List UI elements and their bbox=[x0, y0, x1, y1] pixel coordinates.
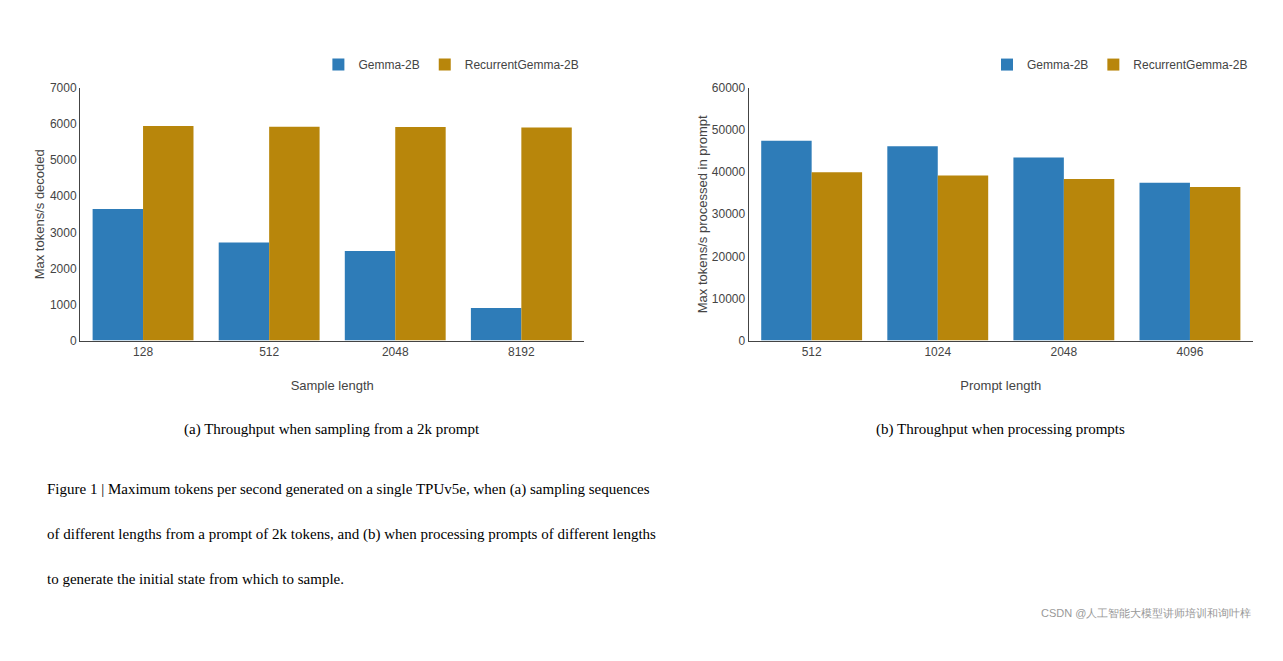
svg-text:2000: 2000 bbox=[50, 262, 77, 276]
svg-text:2048: 2048 bbox=[1050, 345, 1077, 359]
svg-text:5000: 5000 bbox=[50, 153, 77, 167]
svg-text:Gemma-2B: Gemma-2B bbox=[1027, 58, 1088, 72]
svg-text:2048: 2048 bbox=[382, 345, 409, 359]
svg-text:40000: 40000 bbox=[712, 165, 746, 179]
svg-text:20000: 20000 bbox=[712, 250, 746, 264]
svg-text:RecurrentGemma-2B: RecurrentGemma-2B bbox=[1133, 58, 1247, 72]
svg-text:7000: 7000 bbox=[50, 81, 77, 95]
svg-text:Max tokens/s decoded: Max tokens/s decoded bbox=[32, 149, 47, 279]
svg-text:1000: 1000 bbox=[50, 298, 77, 312]
svg-text:CSDN @人工智能大模型讲师培训和询叶梓: CSDN @人工智能大模型讲师培训和询叶梓 bbox=[1041, 607, 1251, 619]
svg-text:8192: 8192 bbox=[508, 345, 535, 359]
svg-text:Max tokens/s processed in prom: Max tokens/s processed in prompt bbox=[695, 115, 710, 313]
svg-text:30000: 30000 bbox=[712, 207, 746, 221]
svg-text:4096: 4096 bbox=[1177, 345, 1204, 359]
svg-text:6000: 6000 bbox=[50, 117, 77, 131]
svg-text:128: 128 bbox=[133, 345, 153, 359]
svg-text:1024: 1024 bbox=[924, 345, 951, 359]
svg-text:Prompt length: Prompt length bbox=[960, 378, 1041, 393]
svg-text:50000: 50000 bbox=[712, 123, 746, 137]
svg-text:(a) Throughput when sampling f: (a) Throughput when sampling from a 2k p… bbox=[184, 421, 480, 438]
svg-text:Sample length: Sample length bbox=[291, 378, 374, 393]
svg-text:of different lengths from a pr: of different lengths from a prompt of 2k… bbox=[47, 526, 656, 543]
svg-text:Figure 1 | Maximum tokens per: Figure 1 | Maximum tokens per second gen… bbox=[47, 481, 650, 498]
svg-text:0: 0 bbox=[70, 334, 77, 348]
svg-text:Gemma-2B: Gemma-2B bbox=[358, 58, 419, 72]
svg-text:RecurrentGemma-2B: RecurrentGemma-2B bbox=[465, 58, 579, 72]
svg-text:10000: 10000 bbox=[712, 292, 746, 306]
svg-text:512: 512 bbox=[802, 345, 822, 359]
svg-text:0: 0 bbox=[739, 334, 746, 348]
svg-text:3000: 3000 bbox=[50, 226, 77, 240]
svg-text:4000: 4000 bbox=[50, 189, 77, 203]
svg-text:(b) Throughput when processing: (b) Throughput when processing prompts bbox=[876, 421, 1125, 438]
svg-text:to generate the initial state: to generate the initial state from which… bbox=[47, 571, 344, 587]
svg-text:512: 512 bbox=[259, 345, 279, 359]
svg-text:60000: 60000 bbox=[712, 81, 746, 95]
